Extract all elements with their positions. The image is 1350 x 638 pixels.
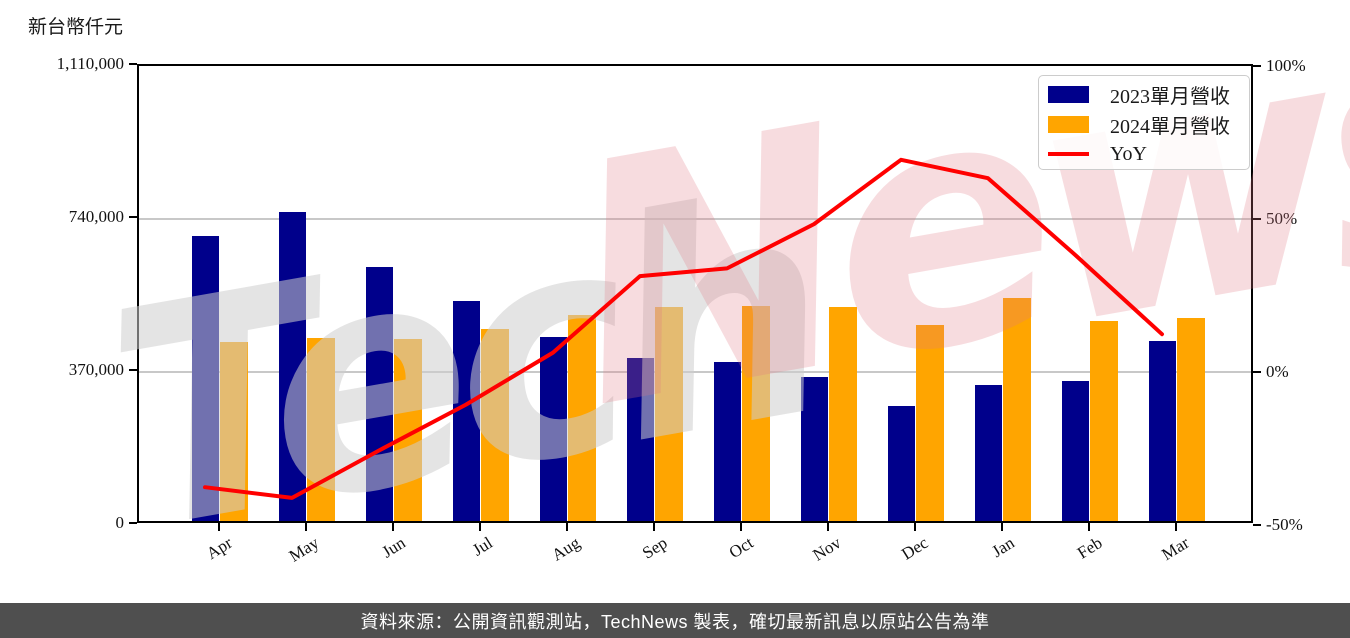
y-left-tickmark-1	[129, 216, 137, 218]
legend: 2023單月營收 2024單月營收 YoY	[1038, 75, 1250, 170]
x-tickmark-jul	[479, 523, 481, 531]
x-tick-label-sep: Sep	[638, 533, 671, 563]
y-left-tickmark-2	[129, 369, 137, 371]
x-tick-label-oct: Oct	[726, 533, 758, 563]
legend-label-0: 2023單月營收	[1110, 85, 1230, 108]
x-tick-label-feb: Feb	[1073, 533, 1106, 563]
plot-area: Tech News 2023單月營收 2024單月營收 YoY	[89, 0, 1350, 598]
legend-item-1: 2024單月營收	[1039, 109, 1249, 139]
bar-2023-oct	[714, 361, 741, 521]
x-tick-label-nov: Nov	[809, 533, 845, 565]
x-tickmark-aug	[566, 523, 568, 531]
bar-2023-jun	[366, 266, 393, 521]
y-left-tick-label-1: 740,000	[68, 207, 124, 226]
x-tick-label-mar: Mar	[1157, 533, 1193, 565]
bar-2023-apr	[192, 235, 219, 521]
gridline-370000	[139, 371, 1251, 373]
legend-item-2: YoY	[1039, 139, 1249, 169]
bar-2024-sep	[655, 306, 683, 521]
y-right-tickmark-0	[1253, 65, 1261, 67]
x-tick-label-aug: Aug	[548, 533, 584, 565]
y-left-tick-label-2: 370,000	[68, 360, 124, 379]
x-tick-label-jan: Jan	[988, 533, 1019, 562]
bar-2024-feb	[1090, 321, 1118, 521]
x-tick-label-jun: Jun	[378, 533, 410, 562]
bar-2023-may	[279, 212, 306, 521]
x-tickmark-jan	[1001, 523, 1003, 531]
bar-2024-mar	[1177, 317, 1205, 521]
x-tickmark-apr	[218, 523, 220, 531]
y-left-tickmark-0	[129, 63, 137, 65]
y-left-tick-label-3: 0	[115, 513, 125, 532]
x-tickmark-jun	[392, 523, 394, 531]
gridline-740000	[139, 218, 1251, 220]
axis-unit-label: 新台幣仟元	[28, 17, 124, 38]
x-tickmark-feb	[1088, 523, 1090, 531]
x-tick-label-may: May	[285, 533, 323, 566]
bar-2024-jan	[1003, 298, 1031, 521]
bar-2024-oct	[742, 305, 770, 521]
yoy-line-svg	[203, 157, 1164, 500]
legend-swatch-0	[1048, 85, 1089, 103]
legend-label-1: 2024單月營收	[1110, 115, 1230, 138]
x-tick-label-dec: Dec	[897, 533, 932, 564]
y-right-tick-label-0: 100%	[1266, 56, 1306, 75]
x-tick-label-jul: Jul	[469, 533, 497, 560]
bar-2024-aug	[568, 315, 596, 521]
x-tick-label-apr: Apr	[202, 533, 236, 564]
bar-2024-dec	[916, 324, 944, 521]
x-tickmark-dec	[914, 523, 916, 531]
bar-2024-may	[307, 338, 335, 521]
y-left-tick-label-0: 1,110,000	[56, 54, 124, 73]
bar-2023-aug	[540, 337, 567, 521]
bar-2024-jul	[481, 328, 509, 521]
x-tickmark-may	[305, 523, 307, 531]
y-right-tick-label-2: 0%	[1266, 362, 1289, 381]
bar-2023-sep	[627, 358, 654, 521]
bar-2023-nov	[801, 377, 828, 521]
y-right-tickmark-2	[1253, 371, 1261, 373]
x-tickmark-mar	[1175, 523, 1177, 531]
x-tickmark-nov	[827, 523, 829, 531]
x-tickmark-sep	[653, 523, 655, 531]
y-right-tickmark-1	[1253, 218, 1261, 220]
legend-swatch-1	[1048, 115, 1089, 133]
bar-2023-jan	[975, 384, 1002, 521]
footer-text: 資料來源：公開資訊觀測站，TechNews 製表，確切最新訊息以原站公告為準	[360, 611, 990, 632]
bar-2024-nov	[829, 306, 857, 521]
y-right-tick-label-3: -50%	[1266, 515, 1303, 534]
legend-swatch-2	[1048, 152, 1089, 156]
y-right-tickmark-3	[1253, 524, 1261, 526]
yoy-line	[203, 157, 1164, 500]
footer-bar: 資料來源：公開資訊觀測站，TechNews 製表，確切最新訊息以原站公告為準	[0, 603, 1350, 638]
bar-2023-dec	[888, 405, 915, 521]
bar-2023-feb	[1062, 380, 1089, 521]
x-tickmark-oct	[740, 523, 742, 531]
y-right-tick-label-1: 50%	[1266, 209, 1298, 228]
bar-2023-mar	[1149, 340, 1176, 521]
y-left-tickmark-3	[129, 522, 137, 524]
legend-label-2: YoY	[1110, 142, 1147, 165]
legend-item-0: 2023單月營收	[1039, 79, 1249, 109]
